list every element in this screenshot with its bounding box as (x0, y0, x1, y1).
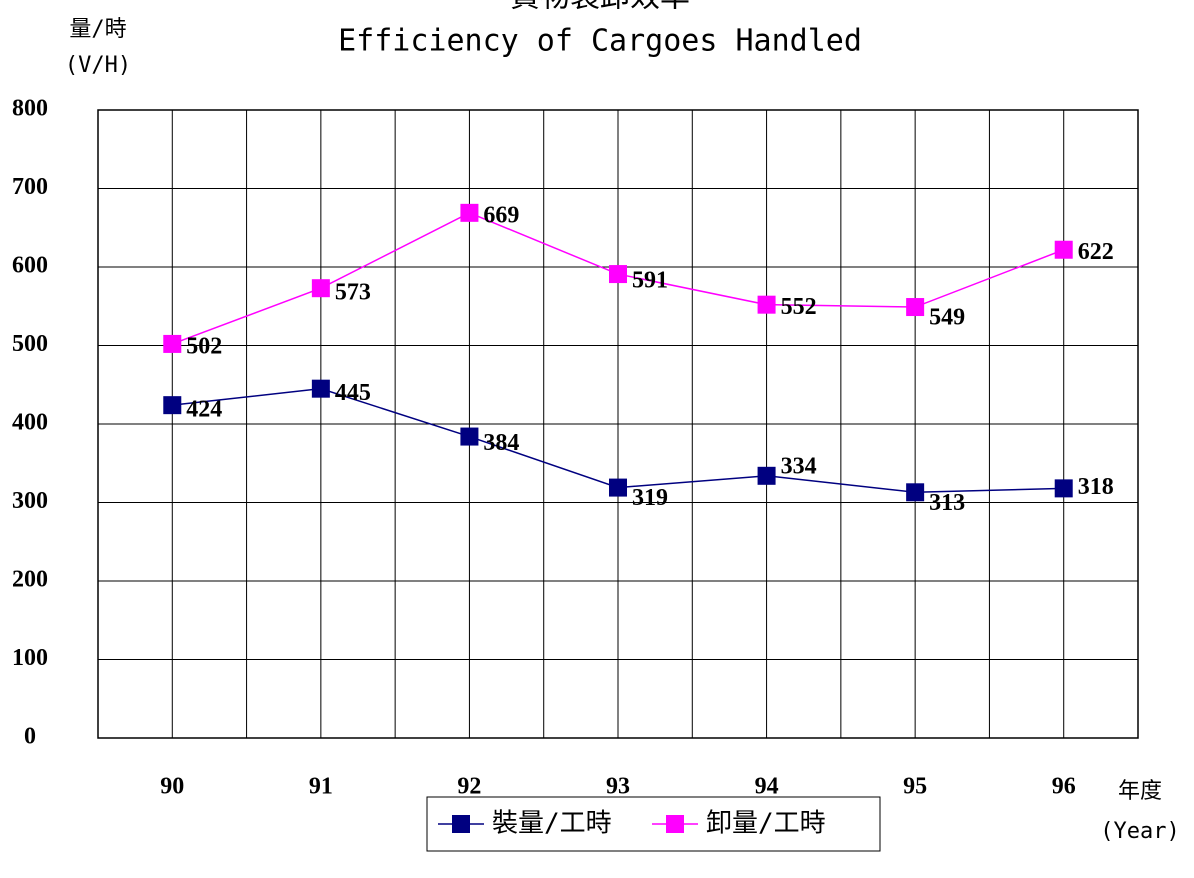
x-tick-label: 91 (309, 774, 333, 800)
marker (906, 483, 925, 502)
y-tick-label: 800 (12, 96, 48, 122)
marker (311, 379, 330, 398)
legend-label: 卸量/工時 (706, 809, 826, 839)
marker (163, 396, 182, 415)
y-tick-label: 200 (12, 567, 48, 593)
marker (460, 427, 479, 446)
y-axis-label: 量/時 (69, 17, 126, 42)
y-tick-label: 100 (12, 645, 48, 671)
x-tick-label: 95 (903, 774, 927, 800)
legend-box (426, 796, 881, 852)
data-label: 502 (186, 333, 222, 359)
data-label: 318 (1078, 474, 1114, 500)
marker (1054, 240, 1073, 259)
data-label: 445 (335, 380, 371, 406)
marker (163, 334, 182, 353)
marker (757, 295, 776, 314)
data-label: 591 (632, 268, 668, 294)
y-tick-label: 600 (12, 253, 48, 279)
marker (311, 279, 330, 298)
x-tick-label: 96 (1052, 774, 1076, 800)
data-label: 622 (1078, 239, 1114, 265)
x-tick-label: 93 (606, 774, 630, 800)
marker (460, 203, 479, 222)
data-label: 552 (781, 294, 817, 320)
chart-title: 貨物裝卸效率 (510, 0, 690, 15)
data-label: 384 (483, 430, 519, 456)
y-axis-label: (V/H) (65, 53, 131, 78)
y-tick-label: 500 (12, 331, 48, 357)
data-label: 319 (632, 485, 668, 511)
x-axis-label: (Year) (1100, 819, 1179, 844)
data-label: 313 (929, 490, 965, 516)
marker (1054, 479, 1073, 498)
x-tick-label: 90 (160, 774, 184, 800)
x-tick-label: 94 (755, 774, 779, 800)
data-label: 549 (929, 305, 965, 331)
x-tick-label: 92 (457, 774, 481, 800)
data-label: 669 (483, 202, 519, 228)
y-tick-label: 300 (12, 488, 48, 514)
y-tick-label: 400 (12, 410, 48, 436)
plot-border (97, 109, 1139, 739)
marker (609, 478, 627, 497)
x-axis-label: 年度 (1118, 779, 1162, 804)
data-label: 573 (335, 280, 371, 306)
marker (609, 265, 627, 284)
chart-subtitle: Efficiency of Cargoes Handled (338, 24, 862, 59)
legend-marker (452, 815, 470, 833)
y-tick-label: 0 (24, 724, 36, 750)
marker (906, 298, 925, 317)
y-tick-label: 700 (12, 174, 48, 200)
data-label: 424 (186, 397, 222, 423)
legend-label: 裝量/工時 (492, 809, 612, 839)
marker (757, 466, 776, 485)
data-label: 334 (781, 453, 817, 479)
legend-marker (666, 815, 684, 833)
